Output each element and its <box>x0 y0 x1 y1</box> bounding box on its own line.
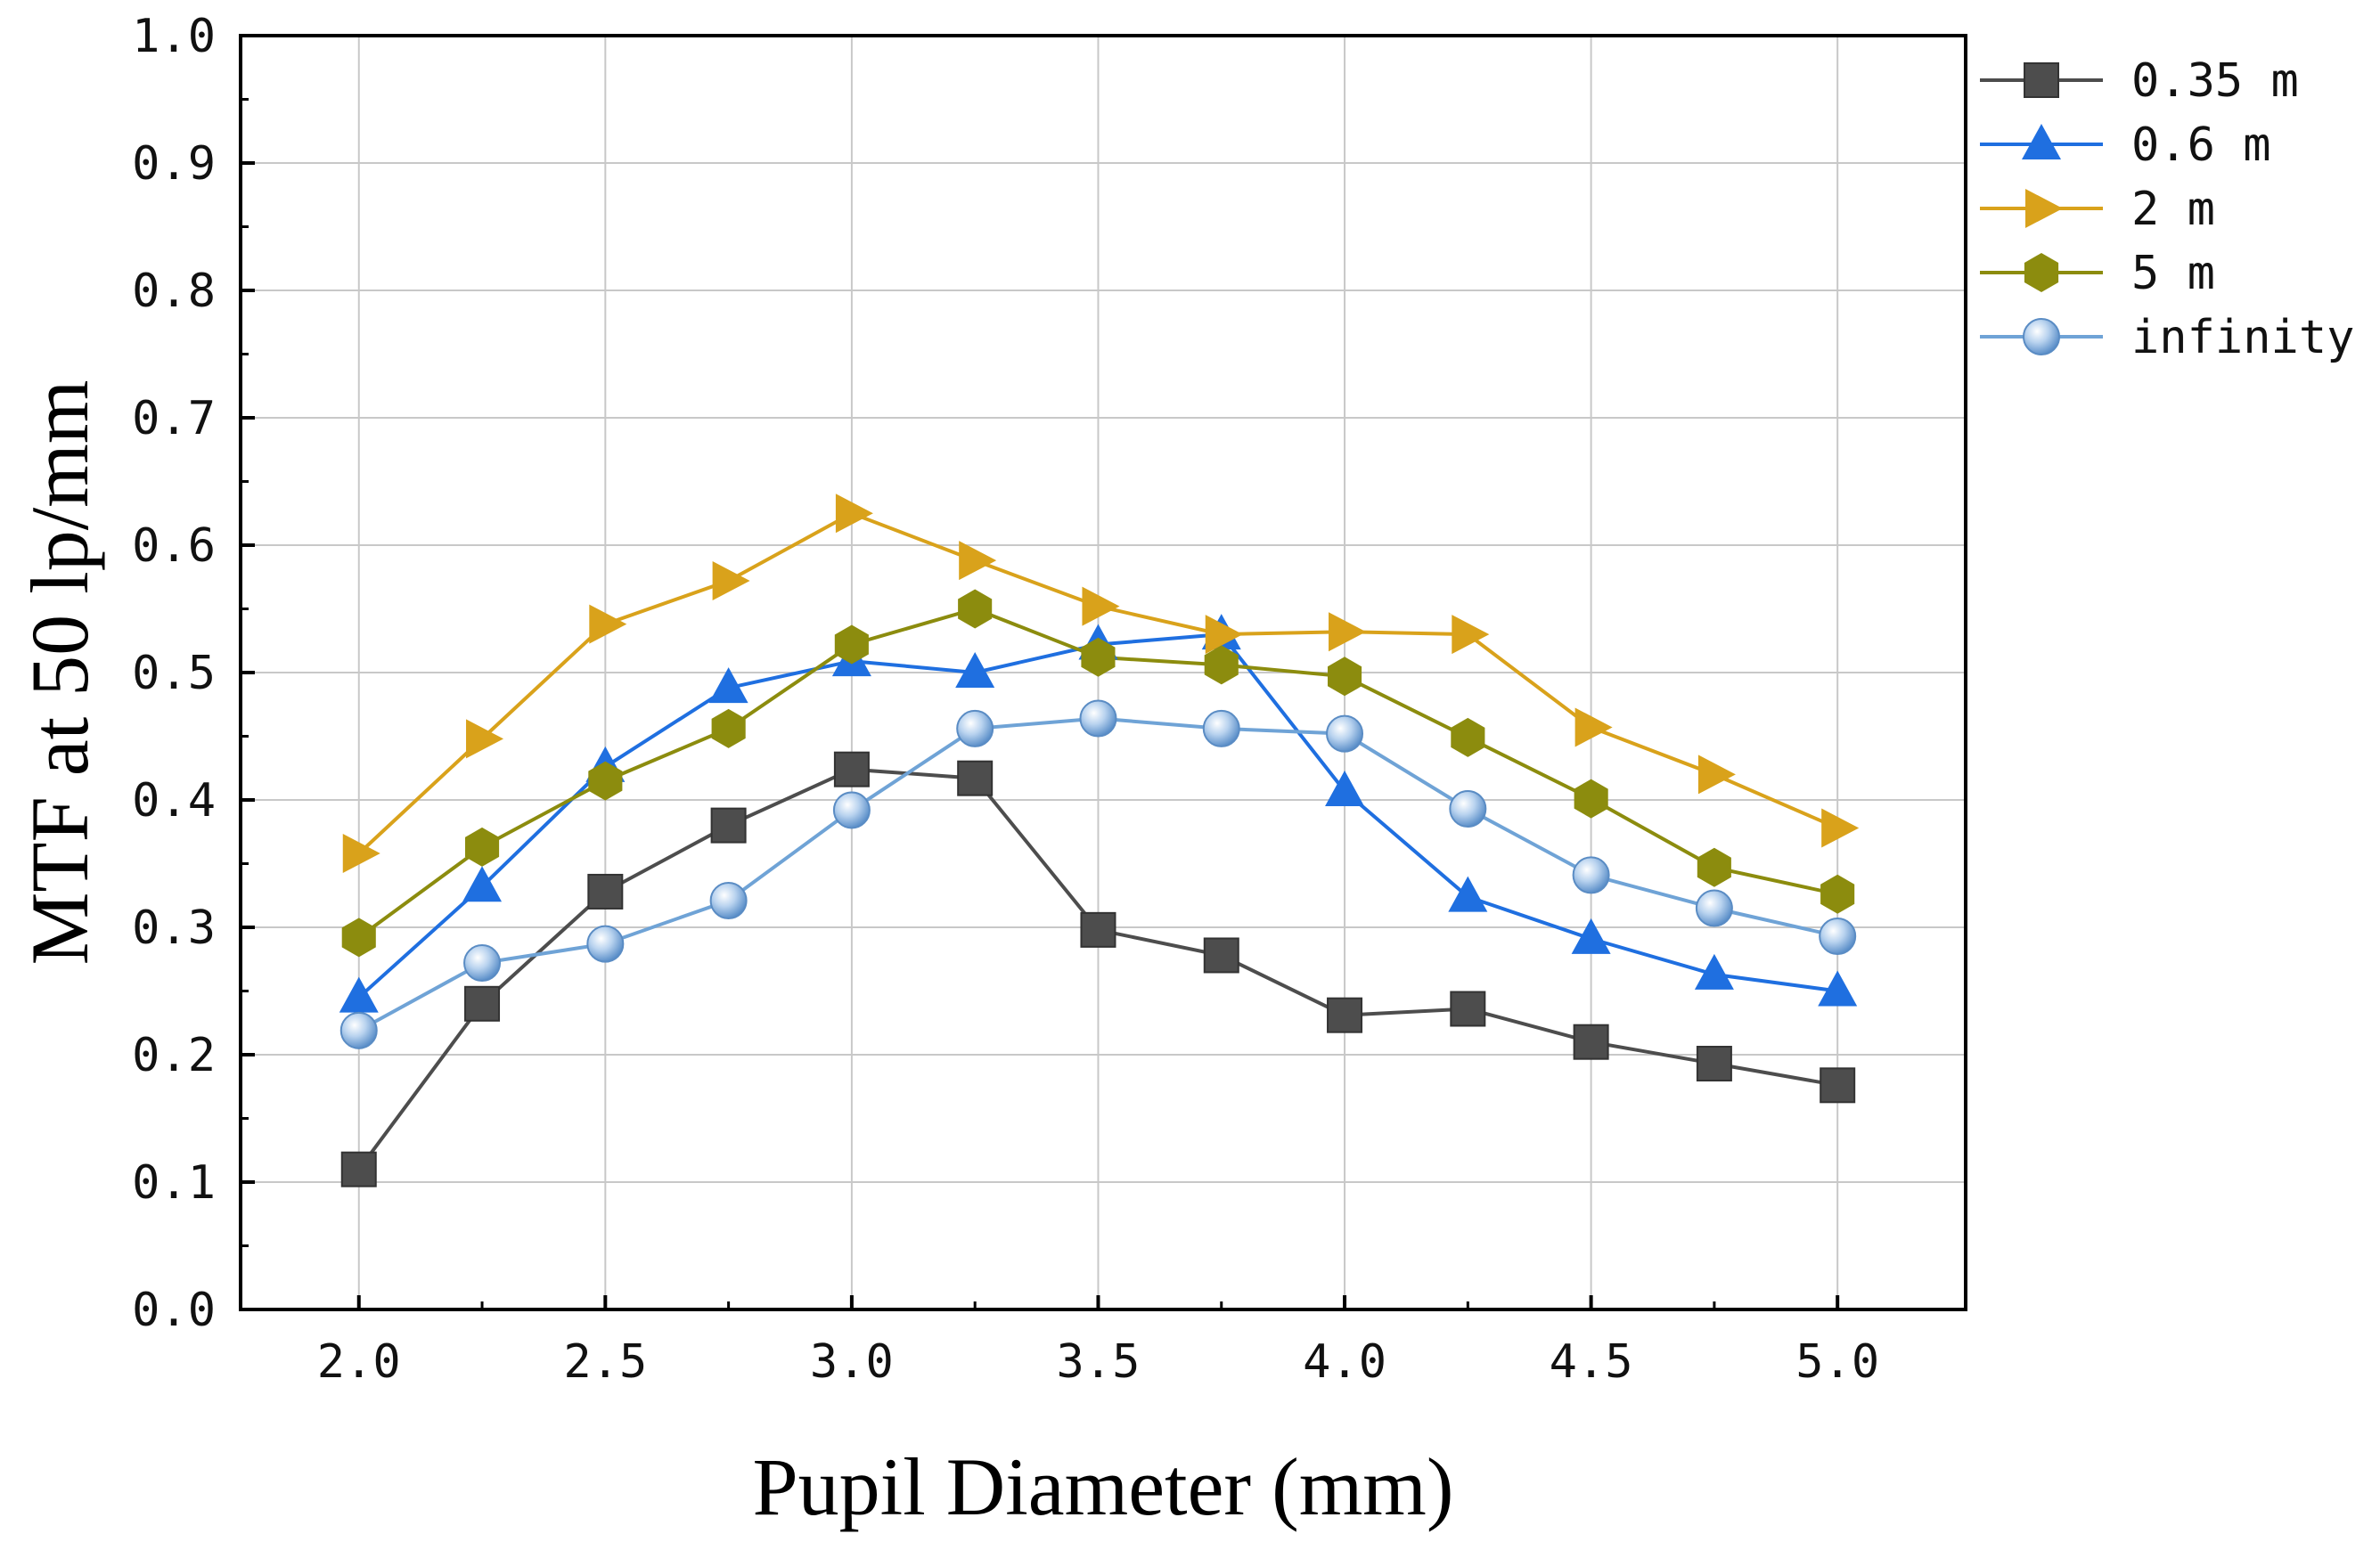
data-point-0-35-m <box>587 873 624 910</box>
legend-label-0-6-m: 0.6 m <box>2131 118 2271 172</box>
y-tick-label: 0.6 <box>132 519 216 573</box>
legend: 0.35 m 0.6 m 2 m 5 m infinity <box>1980 54 2354 364</box>
data-point-infinity <box>1202 709 1240 747</box>
legend-marker-2-m <box>2025 189 2063 228</box>
data-point-5-m <box>341 918 376 958</box>
legend-marker-0-35-m <box>2024 62 2059 98</box>
data-point-infinity <box>709 881 748 919</box>
data-point-5-m <box>1697 847 1731 887</box>
y-tick-label: 0.7 <box>132 392 216 445</box>
data-point-5-m <box>1328 657 1362 697</box>
x-tick-label: 4.0 <box>1303 1335 1386 1389</box>
x-tick-label: 2.5 <box>563 1335 647 1389</box>
data-point-0-35-m <box>1080 911 1116 948</box>
data-point-0-35-m <box>1327 997 1363 1033</box>
x-tick-label: 2.0 <box>317 1335 401 1389</box>
data-point-infinity <box>956 709 994 747</box>
data-point-2-m <box>835 494 873 534</box>
legend-label-2-m: 2 m <box>2131 183 2215 236</box>
data-point-infinity <box>832 791 871 829</box>
data-point-2-m <box>589 604 627 644</box>
data-point-2-m <box>1082 586 1120 626</box>
data-point-0-35-m <box>340 1151 377 1187</box>
x-tick-label: 3.5 <box>1057 1335 1141 1389</box>
legend-marker-infinity <box>2023 318 2060 355</box>
data-point-0-35-m <box>833 751 870 787</box>
data-point-0-35-m <box>1203 937 1239 974</box>
x-tick-label: 3.0 <box>810 1335 894 1389</box>
y-tick-label: 0.4 <box>132 774 216 828</box>
data-point-2-m <box>712 561 750 601</box>
data-point-0-6-m <box>1325 770 1365 806</box>
y-tick-label: 0.2 <box>132 1029 216 1082</box>
data-point-0-6-m <box>462 866 503 902</box>
legend-label-0-35-m: 0.35 m <box>2131 54 2299 108</box>
y-tick-label: 1.0 <box>132 10 216 63</box>
data-point-0-35-m <box>710 807 747 844</box>
data-point-infinity <box>586 925 625 963</box>
data-point-5-m <box>1081 637 1116 677</box>
data-point-5-m <box>1451 717 1485 757</box>
series-markers <box>339 494 1860 1187</box>
data-point-0-35-m <box>1450 991 1486 1027</box>
x-tick-label: 5.0 <box>1795 1335 1879 1389</box>
data-point-2-m <box>342 834 380 874</box>
x-tick-label: 4.5 <box>1550 1335 1633 1389</box>
x-tick-labels: 2.0 2.5 3.0 3.5 4.0 4.5 5.0 <box>317 1335 1879 1389</box>
data-point-infinity <box>1819 918 1857 956</box>
legend-label-infinity: infinity <box>2131 311 2354 364</box>
data-point-infinity <box>463 944 502 983</box>
axis-ticks <box>241 34 1840 1311</box>
data-point-0-35-m <box>464 985 501 1022</box>
data-point-0-6-m <box>955 652 995 688</box>
data-point-0-6-m <box>1448 876 1488 912</box>
legend-marker-0-6-m <box>2022 124 2061 159</box>
data-point-2-m <box>1205 615 1243 655</box>
y-tick-label: 0.0 <box>132 1284 216 1337</box>
data-point-infinity <box>1695 889 1733 927</box>
legend-label-5-m: 5 m <box>2131 247 2215 300</box>
data-point-infinity <box>1326 714 1364 753</box>
data-point-5-m <box>834 624 869 665</box>
data-point-0-35-m <box>1696 1046 1732 1082</box>
data-point-0-6-m <box>1571 918 1611 954</box>
data-point-infinity <box>339 1011 378 1049</box>
data-point-0-35-m <box>1573 1024 1609 1060</box>
y-tick-label: 0.9 <box>132 137 216 191</box>
data-point-2-m <box>466 719 504 759</box>
data-point-5-m <box>1574 779 1608 819</box>
data-point-infinity <box>1079 699 1117 738</box>
data-point-5-m <box>958 589 993 629</box>
data-point-0-35-m <box>1820 1067 1856 1104</box>
data-point-0-35-m <box>957 760 994 796</box>
data-point-infinity <box>1449 790 1487 828</box>
data-point-2-m <box>1452 615 1490 655</box>
y-axis-title: MTF at 50 lp/mm <box>14 380 105 966</box>
data-point-infinity <box>1572 856 1610 894</box>
y-tick-label: 0.8 <box>132 265 216 318</box>
data-point-2-m <box>1329 612 1367 652</box>
y-tick-labels: 0.0 0.1 0.2 0.3 0.4 0.5 0.6 0.7 0.8 0.9 1.0 <box>132 10 216 1337</box>
legend-marker-5-m <box>2024 253 2059 292</box>
y-tick-label: 0.5 <box>132 647 216 700</box>
data-point-5-m <box>1204 645 1239 685</box>
data-point-5-m <box>588 761 623 801</box>
y-tick-label: 0.3 <box>132 901 216 955</box>
data-point-0-6-m <box>339 976 379 1013</box>
data-point-0-6-m <box>708 667 748 704</box>
data-point-5-m <box>711 708 746 748</box>
data-point-5-m <box>465 827 500 867</box>
data-point-2-m <box>1697 755 1736 795</box>
data-point-5-m <box>1820 874 1855 914</box>
y-tick-label: 0.1 <box>132 1156 216 1210</box>
x-axis-title: Pupil Diameter (mm) <box>753 1441 1454 1532</box>
data-point-0-6-m <box>1818 970 1858 1007</box>
data-point-2-m <box>1821 808 1860 848</box>
data-point-2-m <box>1574 707 1613 747</box>
data-point-2-m <box>959 541 997 581</box>
data-point-0-6-m <box>1694 953 1734 990</box>
